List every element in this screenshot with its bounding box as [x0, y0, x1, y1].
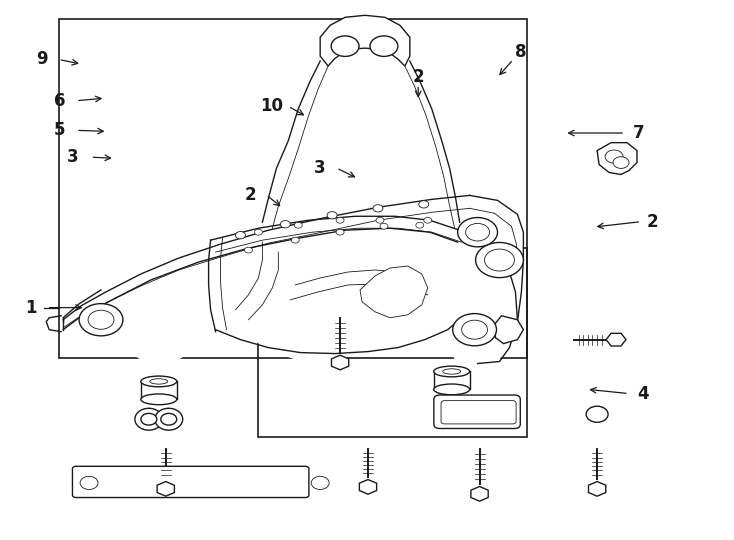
Polygon shape	[63, 193, 523, 363]
Circle shape	[416, 222, 424, 228]
Circle shape	[453, 314, 496, 346]
Text: 1: 1	[25, 299, 37, 316]
Ellipse shape	[141, 376, 177, 387]
Circle shape	[465, 224, 490, 241]
Circle shape	[373, 205, 383, 212]
Circle shape	[244, 247, 252, 253]
Circle shape	[419, 201, 429, 208]
Text: 6: 6	[54, 92, 65, 110]
Text: 2: 2	[413, 68, 424, 86]
Polygon shape	[597, 143, 637, 174]
Ellipse shape	[150, 379, 168, 384]
Ellipse shape	[443, 369, 461, 374]
Circle shape	[141, 414, 157, 425]
Circle shape	[605, 150, 623, 163]
Circle shape	[444, 406, 465, 422]
Text: 10: 10	[261, 97, 283, 115]
Circle shape	[280, 220, 290, 228]
Circle shape	[336, 217, 344, 223]
Circle shape	[380, 224, 388, 229]
Circle shape	[311, 476, 329, 489]
Circle shape	[476, 242, 523, 278]
Ellipse shape	[434, 366, 470, 377]
Bar	[258, 248, 528, 437]
Text: 3: 3	[313, 159, 325, 177]
Circle shape	[370, 36, 398, 56]
Ellipse shape	[135, 408, 163, 430]
Circle shape	[336, 230, 344, 235]
Bar	[59, 19, 528, 357]
FancyBboxPatch shape	[441, 401, 516, 424]
Circle shape	[331, 36, 359, 56]
Polygon shape	[320, 15, 410, 66]
Circle shape	[424, 217, 432, 223]
Circle shape	[291, 237, 299, 243]
Circle shape	[80, 476, 98, 489]
Circle shape	[462, 320, 487, 339]
Circle shape	[376, 217, 384, 223]
Text: 4: 4	[638, 384, 649, 402]
Circle shape	[294, 222, 302, 228]
Text: 2: 2	[647, 213, 658, 231]
Circle shape	[88, 310, 114, 329]
Circle shape	[586, 406, 608, 422]
Circle shape	[327, 212, 337, 219]
Text: 2: 2	[244, 186, 256, 204]
Text: 3: 3	[68, 148, 79, 166]
Polygon shape	[493, 316, 523, 343]
Text: 7: 7	[633, 124, 645, 142]
Circle shape	[255, 230, 262, 235]
Ellipse shape	[434, 384, 470, 395]
FancyBboxPatch shape	[434, 395, 520, 429]
Circle shape	[458, 218, 498, 247]
Circle shape	[236, 232, 245, 239]
Text: 8: 8	[515, 43, 526, 62]
Circle shape	[79, 303, 123, 336]
Text: 9: 9	[36, 50, 48, 69]
Text: 5: 5	[54, 122, 65, 139]
Circle shape	[161, 414, 177, 425]
Ellipse shape	[155, 408, 183, 430]
FancyBboxPatch shape	[73, 466, 309, 497]
Circle shape	[484, 249, 515, 271]
Polygon shape	[360, 266, 428, 318]
Ellipse shape	[141, 394, 177, 404]
Circle shape	[613, 157, 629, 168]
